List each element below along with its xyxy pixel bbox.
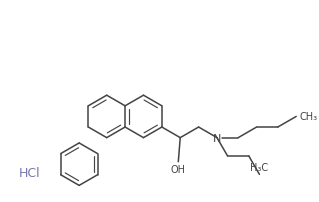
Text: H₃C: H₃C: [250, 162, 269, 172]
Text: N: N: [213, 133, 221, 143]
Text: HCl: HCl: [19, 167, 41, 180]
Text: CH₃: CH₃: [299, 112, 317, 122]
Text: OH: OH: [171, 164, 186, 174]
